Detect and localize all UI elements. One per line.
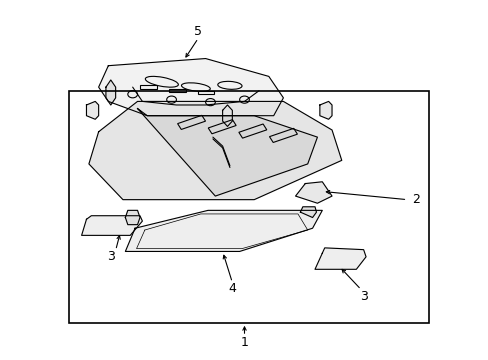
Polygon shape: [106, 80, 116, 105]
Polygon shape: [81, 216, 142, 235]
Text: 1: 1: [240, 336, 248, 349]
Polygon shape: [300, 207, 316, 217]
Polygon shape: [295, 182, 331, 203]
Text: 3: 3: [107, 250, 115, 263]
Polygon shape: [319, 102, 331, 119]
Bar: [177, 115, 205, 130]
Text: 4: 4: [228, 283, 236, 296]
Bar: [238, 124, 266, 138]
Polygon shape: [137, 109, 317, 196]
Text: 2: 2: [411, 193, 419, 206]
Text: 3: 3: [359, 289, 367, 303]
Polygon shape: [89, 102, 341, 200]
Bar: [269, 129, 297, 143]
Bar: [208, 120, 236, 134]
Polygon shape: [99, 59, 283, 116]
Text: 5: 5: [194, 25, 202, 38]
Polygon shape: [314, 248, 366, 269]
Bar: [69, 91, 428, 323]
Polygon shape: [86, 102, 99, 119]
Polygon shape: [222, 105, 232, 126]
Polygon shape: [125, 210, 140, 225]
Polygon shape: [125, 210, 322, 251]
